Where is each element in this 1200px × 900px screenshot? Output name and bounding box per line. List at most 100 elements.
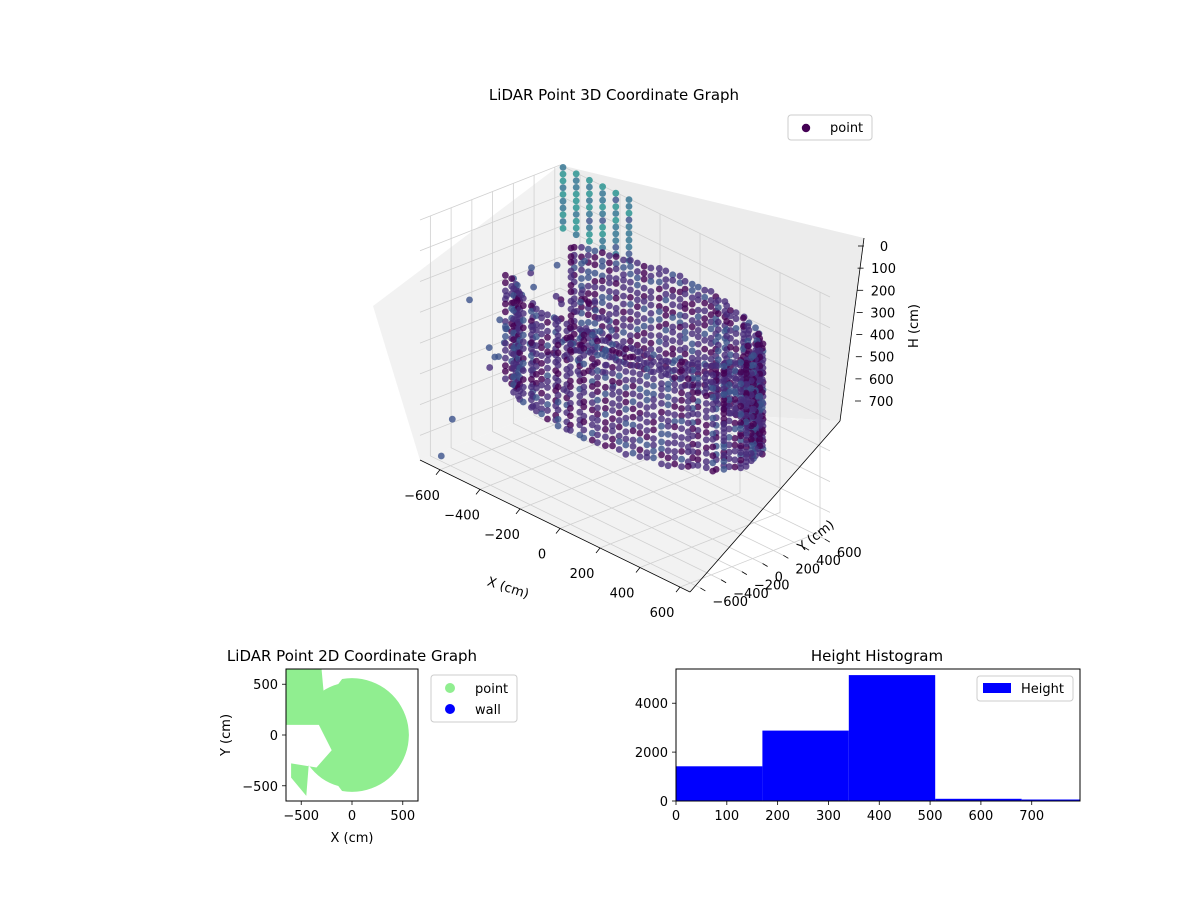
data-point-3d (694, 449, 702, 456)
data-point-3d (620, 276, 627, 284)
data-point-3d (701, 345, 709, 353)
data-point-3d (688, 330, 696, 338)
data-point-3d (598, 277, 606, 285)
data-point-3d (554, 377, 562, 385)
grid-line-y (533, 175, 805, 548)
data-point-3d (723, 302, 731, 309)
data-point-3d (533, 394, 540, 401)
data-point-3d (742, 448, 750, 456)
data-point-3d (636, 392, 644, 400)
data-point-3d (591, 290, 599, 298)
data-point-3d (676, 288, 684, 296)
data-point-3d (586, 183, 593, 191)
data-point-3d (559, 218, 567, 225)
data-point-3d (731, 441, 739, 449)
data-point-3d (599, 183, 606, 191)
x-tick-mark-3d (475, 489, 481, 495)
x-tick-mark-3d (435, 469, 441, 476)
data-point-3d (612, 216, 620, 224)
data-point-3d (742, 366, 750, 373)
data-point-3d (609, 427, 616, 435)
data-point-3d (737, 388, 745, 396)
data-point-3d (720, 452, 728, 459)
data-point-3d (650, 418, 657, 426)
data-point-3d (650, 382, 657, 390)
data-point-3d (694, 340, 702, 348)
data-point-3d (655, 265, 663, 272)
data-point-3d (701, 286, 709, 294)
data-point-3d (567, 412, 574, 420)
data-point-3d (588, 346, 596, 354)
data-point-3d (714, 347, 722, 355)
data-point-3d (662, 320, 670, 328)
data-point-3d (731, 396, 739, 403)
data-point-3d (580, 403, 588, 411)
data-point-3d (658, 385, 665, 393)
data-point-3d (658, 357, 665, 365)
data-point-3d (647, 317, 655, 324)
data-point-3d (599, 210, 606, 218)
data-point-3d (636, 446, 644, 454)
data-point-3d (694, 327, 702, 334)
data-point-3d (530, 283, 537, 291)
data-point-3d (519, 355, 527, 362)
data-point-3d (636, 401, 644, 409)
chart-2d-title: LiDAR Point 2D Coordinate Graph (227, 647, 477, 665)
data-point-3d (627, 332, 634, 339)
data-point-3d (622, 414, 630, 422)
data-point-3d (591, 320, 599, 327)
data-point-3d (732, 352, 740, 360)
data-point-3d (538, 360, 545, 367)
x-tick-mark-3d (515, 508, 521, 515)
data-point-3d (577, 298, 584, 306)
data-point-3d (742, 380, 750, 388)
data-point-3d (625, 216, 633, 224)
data-point-3d (629, 413, 637, 421)
data-point-3d (731, 359, 739, 366)
data-point-3d (609, 364, 616, 371)
data-point-3d (629, 362, 637, 369)
data-point-3d (559, 164, 567, 171)
data-point-3d (740, 314, 747, 322)
data-point-3d (689, 454, 697, 462)
data-point-3d (647, 301, 655, 309)
data-point-3d (612, 265, 620, 273)
data-point-3d (567, 244, 575, 252)
data-point-3d (678, 405, 685, 412)
chart-3d-title: LiDAR Point 3D Coordinate Graph (489, 86, 739, 104)
data-point-3d (594, 396, 601, 404)
data-point-3d (676, 323, 684, 331)
data-point-3d (669, 350, 677, 358)
data-point-3d (714, 341, 722, 349)
data-point-3d (742, 359, 750, 367)
data-point-3d (678, 441, 685, 448)
data-point-3d (684, 367, 692, 374)
x-axis-label-3d: X (cm) (485, 575, 531, 603)
data-point-3d (664, 447, 672, 455)
data-point-3d (606, 279, 613, 287)
histogram-bar (1021, 799, 1080, 801)
data-point-3d (658, 415, 665, 423)
data-point-3d (554, 356, 562, 364)
data-point-3d (584, 268, 592, 276)
data-point-3d (567, 258, 575, 266)
data-point-3d (725, 409, 733, 417)
data-point-3d (742, 411, 750, 419)
data-point-3d (584, 245, 592, 253)
data-point-3d (669, 271, 677, 279)
data-point-3d (580, 412, 588, 420)
data-point-3d (519, 310, 527, 317)
data-point-3d (664, 401, 672, 409)
data-point-3d (702, 450, 710, 457)
data-point-3d (594, 410, 601, 418)
data-point-3d (580, 337, 588, 345)
data-point-3d (627, 263, 634, 270)
data-point-3d (554, 370, 562, 377)
data-point-3d (727, 312, 734, 320)
data-point-3d (588, 436, 596, 444)
data-point-3d (727, 320, 734, 327)
data-point-3d (588, 363, 596, 370)
data-point-3d (533, 401, 540, 409)
data-point-3d (502, 340, 509, 347)
data-point-3d (572, 224, 580, 232)
